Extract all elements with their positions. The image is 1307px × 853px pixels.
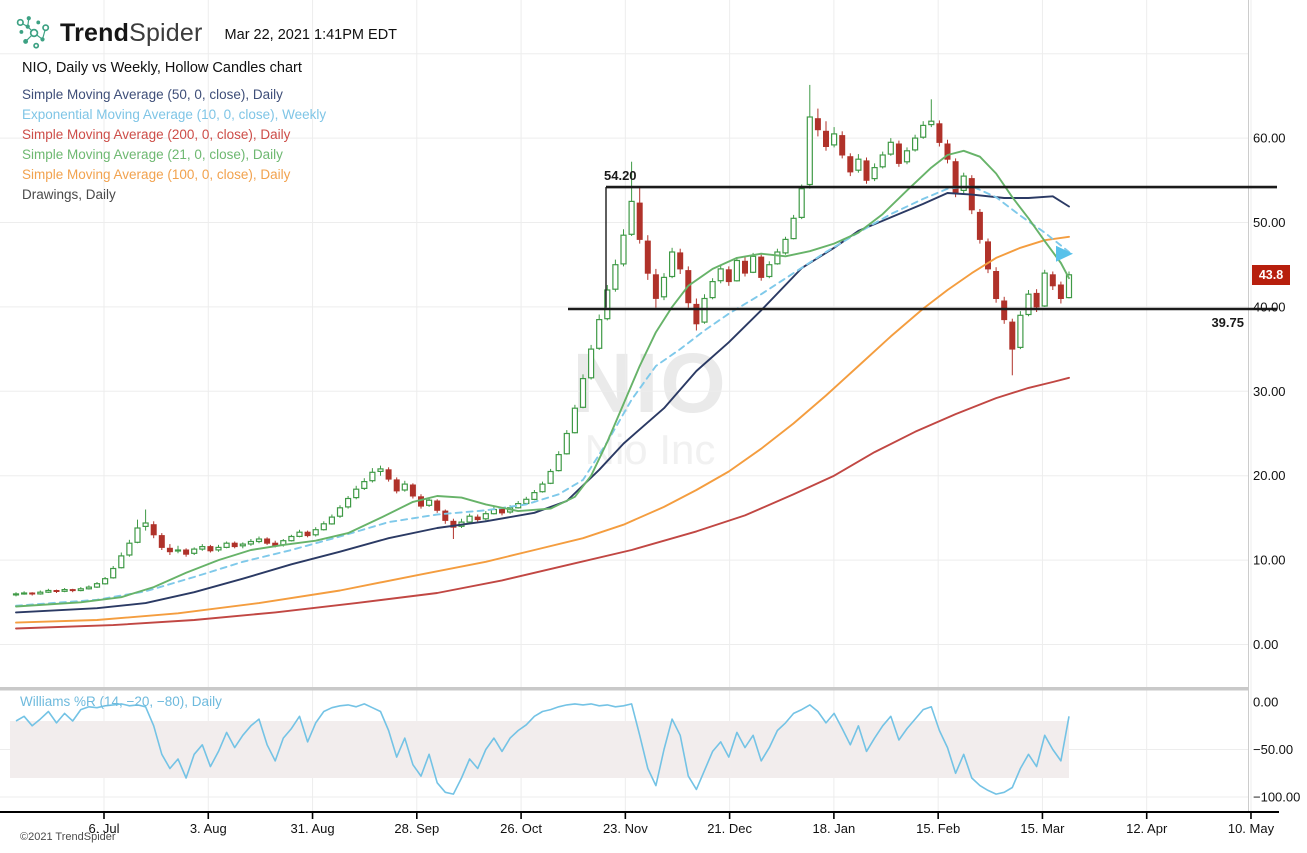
panel-separator[interactable]: [0, 687, 1249, 691]
chart-timestamp: Mar 22, 2021 1:41PM EDT: [224, 27, 398, 43]
brand-trend: Trend: [60, 18, 130, 47]
ema-10-weekly-line[interactable]: [15, 185, 1070, 607]
time-axis-label[interactable]: 3. Aug: [190, 821, 227, 836]
time-axis-label[interactable]: 23. Nov: [603, 821, 648, 836]
legend-item-sma-100-daily[interactable]: Simple Moving Average (100, 0, close), D…: [22, 167, 291, 182]
current-price-badge: 43.8: [1252, 265, 1290, 285]
legend-item-drawings-daily[interactable]: Drawings, Daily: [22, 187, 116, 202]
price-axis-label[interactable]: 0.00: [1253, 637, 1278, 652]
sma-50-line[interactable]: [15, 192, 1070, 614]
time-axis-label[interactable]: 12. Apr: [1126, 821, 1168, 836]
brand-title: TrendSpider: [60, 19, 203, 48]
sma-21-line[interactable]: [15, 149, 1070, 608]
price-axis-label[interactable]: 20.00: [1253, 468, 1286, 483]
williams-axis-label[interactable]: −50.00: [1253, 742, 1293, 757]
legend-item-sma-50-daily[interactable]: Simple Moving Average (50, 0, close), Da…: [22, 87, 283, 102]
time-axis-label[interactable]: 21. Dec: [707, 821, 752, 836]
price-axis-label[interactable]: 50.00: [1253, 215, 1286, 230]
brand-spider: Spider: [129, 18, 203, 47]
sma-200-line[interactable]: [15, 376, 1070, 630]
time-axis-label[interactable]: 26. Oct: [500, 821, 542, 836]
price-axis-label[interactable]: 60.00: [1253, 131, 1286, 146]
chart-title: NIO, Daily vs Weekly, Hollow Candles cha…: [22, 60, 302, 76]
time-axis-label[interactable]: 28. Sep: [394, 821, 439, 836]
drawings-layer[interactable]: 54.20 39.75: [568, 168, 1277, 330]
williams-threshold-band: [10, 721, 1069, 778]
legend-item-sma-21-daily[interactable]: Simple Moving Average (21, 0, close), Da…: [22, 147, 283, 162]
price-axis-label[interactable]: 40.00: [1253, 299, 1286, 314]
williams-axis-label[interactable]: −100.00: [1253, 790, 1300, 805]
candlestick-series: [12, 84, 1073, 597]
time-axis-label[interactable]: 31. Aug: [290, 821, 334, 836]
time-axis-label[interactable]: 15. Feb: [916, 821, 960, 836]
time-axis-label[interactable]: 18. Jan: [813, 821, 856, 836]
williams-r-line: [15, 703, 1070, 795]
resistance-price-label: 54.20: [604, 168, 637, 183]
copyright-notice: ©2021 TrendSpider: [20, 831, 116, 843]
time-axis-label[interactable]: 6. Jul: [88, 821, 119, 836]
legend-item-ema-10-weekly[interactable]: Exponential Moving Average (10, 0, close…: [22, 107, 327, 122]
time-axis-label[interactable]: 15. Mar: [1020, 821, 1065, 836]
price-axis-label[interactable]: 10.00: [1253, 553, 1286, 568]
williams-r-label[interactable]: Williams %R (14, −20, −80), Daily: [20, 694, 222, 709]
ema-projection-arrow-icon: [1056, 245, 1073, 262]
indicator-legend: Simple Moving Average (50, 0, close), Da…: [22, 85, 326, 205]
support-price-label: 39.75: [1211, 315, 1244, 330]
trendspider-logo-icon[interactable]: [14, 14, 52, 52]
legend-item-sma-200-daily[interactable]: Simple Moving Average (200, 0, close), D…: [22, 127, 291, 142]
sma-100-line[interactable]: [15, 235, 1070, 624]
header: TrendSpider Mar 22, 2021 1:41PM EDT: [14, 14, 397, 52]
williams-axis-label[interactable]: 0.00: [1253, 695, 1278, 710]
time-axis-label[interactable]: 10. May: [1228, 821, 1275, 836]
price-axis-label[interactable]: 30.00: [1253, 384, 1286, 399]
